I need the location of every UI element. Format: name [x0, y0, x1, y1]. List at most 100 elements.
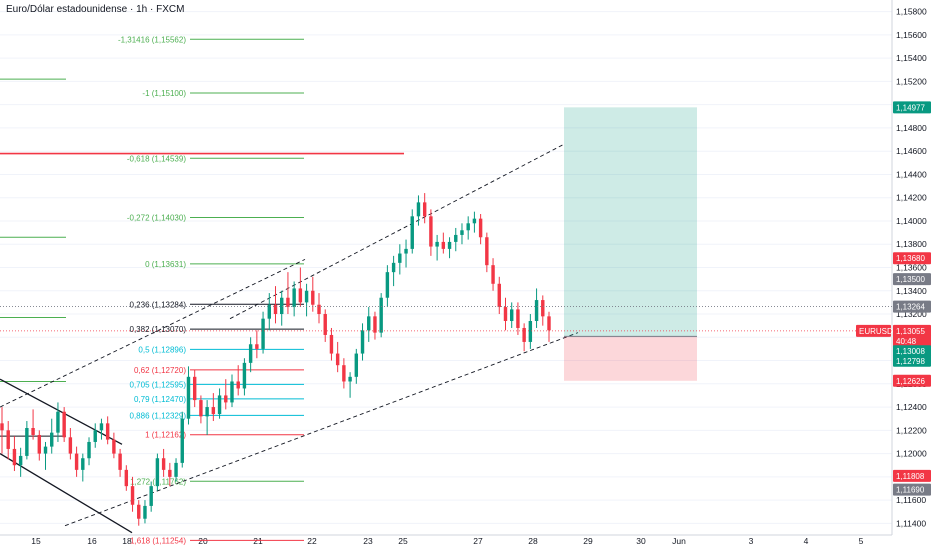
candle-body[interactable] — [56, 411, 60, 433]
candle-body[interactable] — [81, 458, 85, 470]
candle-body[interactable] — [534, 300, 539, 321]
candle-body[interactable] — [230, 381, 234, 403]
candle-body[interactable] — [404, 248, 408, 254]
candle-body[interactable] — [143, 505, 147, 519]
candle-body[interactable] — [528, 321, 533, 342]
candle-body[interactable] — [112, 439, 116, 454]
candle-body[interactable] — [161, 458, 166, 470]
candle-body[interactable] — [217, 395, 222, 415]
candle-body[interactable] — [37, 434, 42, 454]
candle-body[interactable] — [74, 453, 79, 470]
candle-body[interactable] — [416, 202, 421, 217]
candle-body[interactable] — [522, 327, 526, 342]
candle-body[interactable] — [516, 309, 520, 328]
candle-body[interactable] — [304, 290, 309, 303]
candle-body[interactable] — [186, 376, 191, 419]
candle-body[interactable] — [99, 423, 104, 431]
candle-body[interactable] — [242, 362, 247, 389]
candle-body[interactable] — [391, 262, 396, 273]
wedge-lower-line[interactable] — [0, 453, 133, 534]
candle-body[interactable] — [105, 423, 110, 440]
candle-body[interactable] — [25, 428, 29, 456]
candle-body[interactable] — [466, 223, 470, 231]
channel-upper-line[interactable] — [229, 143, 565, 320]
candle-body[interactable] — [50, 432, 54, 447]
candle-body[interactable] — [441, 241, 446, 249]
candle-body[interactable] — [93, 430, 97, 442]
candle-body[interactable] — [199, 400, 203, 417]
channel-lower-line[interactable] — [64, 332, 579, 527]
wedge-upper-line[interactable] — [0, 378, 123, 445]
candle-body[interactable] — [211, 407, 216, 415]
candle-body[interactable] — [261, 318, 265, 349]
candle-body[interactable] — [447, 241, 452, 249]
candle-body[interactable] — [31, 428, 35, 435]
candle-body[interactable] — [541, 300, 545, 317]
candle-body[interactable] — [398, 253, 402, 263]
candle-body[interactable] — [267, 304, 271, 319]
candle-body[interactable] — [205, 407, 209, 417]
candle-body[interactable] — [348, 376, 352, 382]
candle-body[interactable] — [454, 234, 458, 242]
position-target-zone[interactable] — [564, 107, 697, 337]
candle-body[interactable] — [6, 430, 10, 449]
candle-body[interactable] — [174, 462, 178, 477]
candle-body[interactable] — [509, 309, 514, 321]
candle-body[interactable] — [118, 453, 122, 470]
candle-body[interactable] — [68, 437, 73, 454]
candle-body[interactable] — [87, 441, 91, 459]
candle-body[interactable] — [503, 307, 508, 321]
candle-body[interactable] — [367, 316, 371, 331]
candle-body[interactable] — [373, 316, 377, 333]
candle-body[interactable] — [192, 376, 197, 401]
candle-body[interactable] — [298, 288, 303, 303]
candle-body[interactable] — [62, 411, 66, 438]
candle-body[interactable] — [379, 297, 383, 333]
candle-body[interactable] — [236, 381, 240, 389]
x-tick-label: 18 — [122, 536, 132, 546]
candle-body[interactable] — [422, 202, 427, 217]
candle-body[interactable] — [280, 297, 284, 315]
candle-body[interactable] — [342, 365, 346, 382]
candle-body[interactable] — [491, 265, 495, 284]
candle-body[interactable] — [323, 314, 327, 335]
candle-body[interactable] — [12, 448, 17, 466]
candle-body[interactable] — [360, 330, 365, 354]
candle-body[interactable] — [435, 241, 439, 247]
candle-body[interactable] — [286, 297, 290, 308]
candle-body[interactable] — [130, 486, 135, 505]
candle-body[interactable] — [335, 353, 340, 366]
candle-body[interactable] — [311, 290, 315, 305]
candle-body[interactable] — [18, 455, 23, 466]
candle-body[interactable] — [429, 216, 433, 247]
candle-body[interactable] — [385, 272, 390, 298]
candle-body[interactable] — [149, 486, 153, 506]
candle-body[interactable] — [292, 288, 296, 308]
candle-body[interactable] — [43, 446, 48, 454]
candle-body[interactable] — [410, 216, 414, 249]
candle-body[interactable] — [248, 344, 253, 363]
channel-upper-left-line[interactable] — [0, 258, 306, 408]
candle-body[interactable] — [168, 469, 172, 477]
candle-body[interactable] — [485, 237, 489, 266]
candle-body[interactable] — [460, 230, 464, 235]
fib-level-label: -1 (1,15100) — [142, 89, 186, 98]
candle-body[interactable] — [472, 218, 477, 224]
candle-body[interactable] — [0, 423, 4, 431]
candle-body[interactable] — [547, 316, 551, 331]
candle-body[interactable] — [354, 353, 359, 377]
candle-body[interactable] — [180, 418, 184, 463]
candle-body[interactable] — [273, 304, 278, 315]
candle-body[interactable] — [137, 504, 141, 519]
candle-body[interactable] — [317, 304, 321, 315]
position-stop-zone[interactable] — [564, 336, 697, 381]
candle-body[interactable] — [329, 334, 334, 354]
candle-body[interactable] — [497, 283, 501, 308]
candle-body[interactable] — [255, 344, 259, 349]
candle-body[interactable] — [155, 458, 160, 487]
candle-body[interactable] — [124, 469, 129, 487]
candle-body[interactable] — [478, 218, 483, 238]
candle-body[interactable] — [224, 395, 228, 403]
